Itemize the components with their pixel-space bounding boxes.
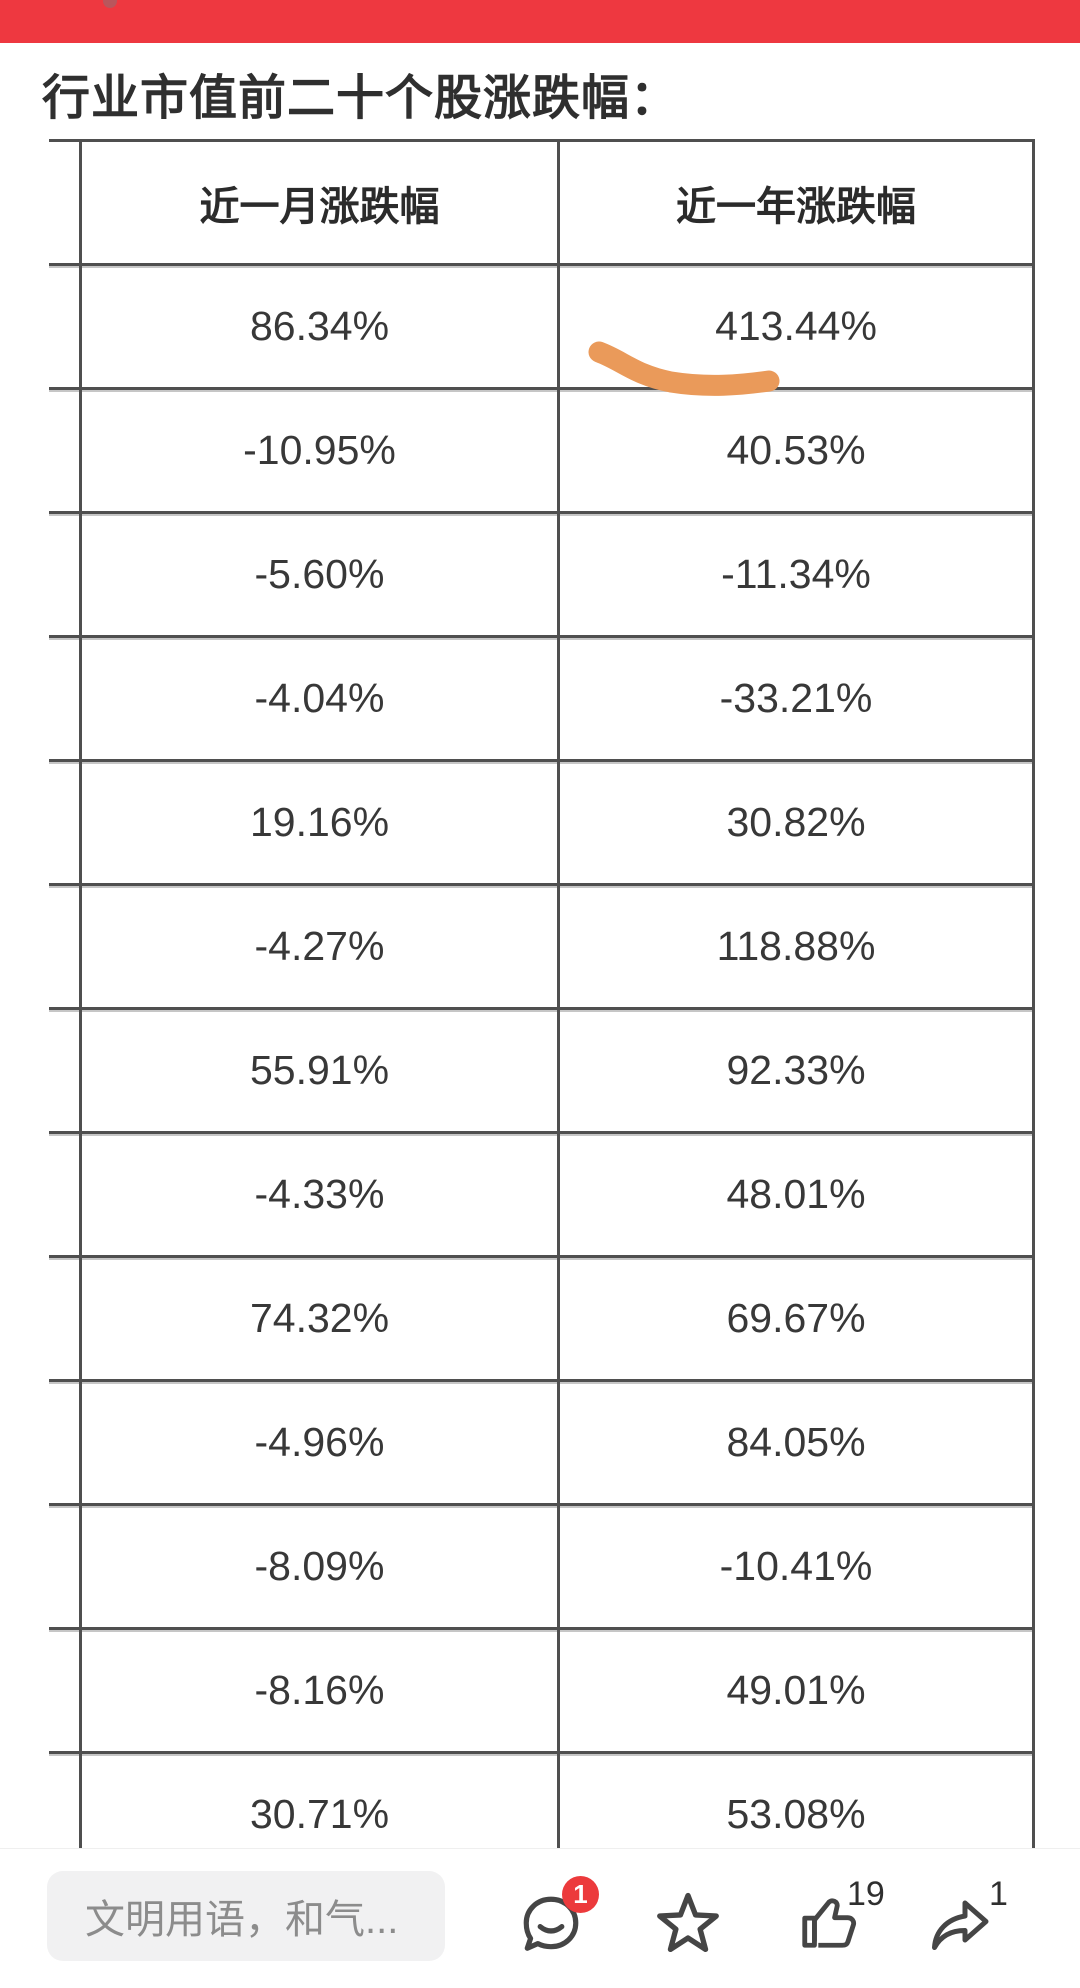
table-cell-month: -4.33% [79, 1134, 557, 1255]
table-cell-month: 19.16% [79, 762, 557, 883]
share-forward-icon [932, 1900, 989, 1950]
table-cell-year: 413.44% [557, 266, 1035, 387]
table-cell-month: -5.60% [79, 514, 557, 635]
table-cell-month: -4.04% [79, 638, 557, 759]
table-cell-month: 55.91% [79, 1010, 557, 1131]
table-cell-month: -8.09% [79, 1506, 557, 1627]
table-cell-year: 40.53% [557, 390, 1035, 511]
table-cell-month: -10.95% [79, 390, 557, 511]
favorite-button[interactable] [654, 1887, 722, 1955]
star-icon [657, 1892, 719, 1953]
comment-input-placeholder: 文明用语，和气... [85, 1898, 399, 1942]
table-cell-year: 84.05% [557, 1382, 1035, 1503]
table-cell-year: 53.08% [557, 1754, 1035, 1875]
table-row: -4.96% 84.05% [49, 1382, 1035, 1506]
table-cell-year: -11.34% [557, 514, 1035, 635]
page-title: 行业市值前二十个股涨跌幅： [42, 72, 680, 125]
table-cell-year: 49.01% [557, 1630, 1035, 1751]
like-button[interactable]: 19 [797, 1875, 885, 1953]
table-row: 19.16% 30.82% [49, 762, 1035, 886]
table-row: -4.04% -33.21% [49, 638, 1035, 762]
table-row: 55.91% 92.33% [49, 1010, 1035, 1134]
table-row: -8.16% 49.01% [49, 1630, 1035, 1754]
table-cell-year: 69.67% [557, 1258, 1035, 1379]
table-cell-month: 86.34% [79, 266, 557, 387]
table-cell-year: -10.41% [557, 1506, 1035, 1627]
table-cell-month: 30.71% [79, 1754, 557, 1875]
table-cell-year: 48.01% [557, 1134, 1035, 1255]
table-cell-year: 118.88% [557, 886, 1035, 1007]
table-row: -8.09% -10.41% [49, 1506, 1035, 1630]
comment-input[interactable]: 文明用语，和气... [47, 1871, 445, 1961]
table-row: 74.32% 69.67% [49, 1258, 1035, 1382]
comment-bubble-icon [523, 1896, 579, 1951]
table-cell-year: -33.21% [557, 638, 1035, 759]
top-red-bar [0, 0, 1080, 43]
table-stub-cell [49, 142, 79, 263]
table-cell-month: -4.96% [79, 1382, 557, 1503]
table-cell-month: 74.32% [79, 1258, 557, 1379]
table-cell-year: 92.33% [557, 1010, 1035, 1131]
comment-toolbar: 文明用语，和气... 1 19 1 [0, 1848, 1080, 1988]
table-row: -4.27% 118.88% [49, 886, 1035, 1010]
table-row: -4.33% 48.01% [49, 1134, 1035, 1258]
comments-button[interactable]: 1 [518, 1876, 599, 1957]
like-count: 19 [847, 1875, 885, 1913]
table-row: -5.60% -11.34% [49, 514, 1035, 638]
table-row: -10.95% 40.53% [49, 390, 1035, 514]
price-change-table: 近一月涨跌幅 近一年涨跌幅 86.34% 413.44% -10.95% 40.… [49, 139, 1035, 1878]
table-header-cell-year: 近一年涨跌幅 [557, 142, 1035, 263]
table-header-row: 近一月涨跌幅 近一年涨跌幅 [49, 139, 1035, 266]
comment-badge: 1 [562, 1876, 599, 1913]
table-cell-month: -4.27% [79, 886, 557, 1007]
top-bar-dot [103, 0, 117, 8]
share-button[interactable]: 1 [927, 1875, 1008, 1955]
table-header-cell-month: 近一月涨跌幅 [79, 142, 557, 263]
table-row: 86.34% 413.44% [49, 266, 1035, 390]
share-count: 1 [989, 1875, 1008, 1913]
table-cell-month: -8.16% [79, 1630, 557, 1751]
thumbs-up-icon [802, 1898, 857, 1948]
table-cell-year: 30.82% [557, 762, 1035, 883]
